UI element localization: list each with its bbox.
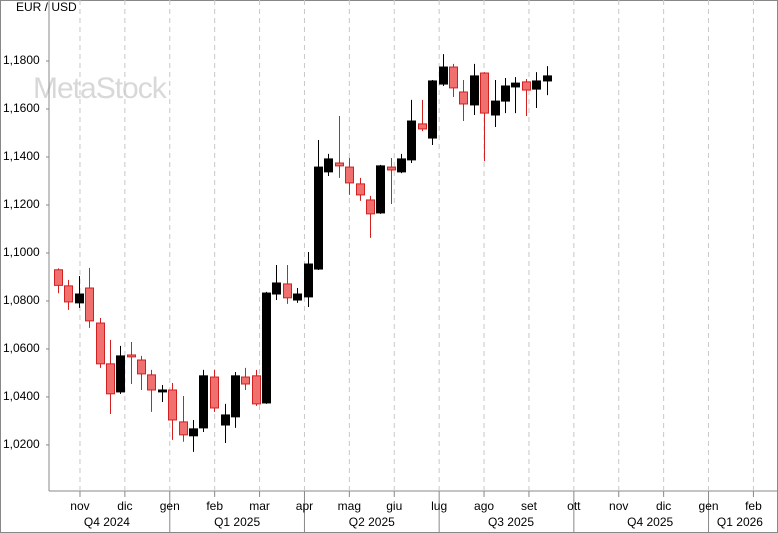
- y-tick-label: 1,1400: [3, 149, 40, 163]
- candle-body: [210, 376, 219, 409]
- quarter-label: Q1 2026: [717, 515, 763, 529]
- x-tick-label: feb: [206, 499, 223, 513]
- y-tick-label: 1,1200: [3, 197, 40, 211]
- x-tick-label: nov: [609, 499, 628, 513]
- candle-body: [335, 162, 344, 167]
- candle-body: [158, 389, 167, 393]
- candle-body: [168, 389, 177, 421]
- candle-body: [491, 100, 500, 116]
- quarter-label: Q2 2025: [349, 515, 395, 529]
- chart-title: EUR / USD: [16, 0, 77, 14]
- candle-body: [366, 199, 375, 215]
- candle-body: [324, 158, 333, 173]
- candle-body: [480, 72, 489, 114]
- candle-body: [356, 183, 365, 196]
- candle-body: [293, 293, 302, 301]
- candle-body: [418, 123, 427, 130]
- x-tick-label: mag: [338, 499, 361, 513]
- x-tick-label: ago: [474, 499, 494, 513]
- candle-body: [428, 80, 437, 139]
- x-tick-label: nov: [70, 499, 89, 513]
- candle-body: [221, 414, 230, 426]
- candle-body: [96, 322, 105, 365]
- x-tick-label: ott: [567, 499, 581, 513]
- candle-body: [106, 363, 115, 395]
- x-tick-label: dic: [656, 499, 671, 513]
- x-tick-label: set: [521, 499, 538, 513]
- candle-body: [127, 354, 136, 358]
- candle-body: [189, 428, 198, 437]
- candle-body: [387, 166, 396, 171]
- candle-body: [262, 292, 271, 404]
- quarter-label: Q4 2024: [84, 515, 130, 529]
- candle-body: [470, 75, 479, 106]
- y-tick-label: 1,1000: [3, 245, 40, 259]
- y-tick-label: 1,0600: [3, 341, 40, 355]
- candle-body: [272, 282, 281, 295]
- candle-body: [376, 165, 385, 214]
- candle-body: [345, 166, 354, 184]
- candle-body: [231, 375, 240, 418]
- candle-body: [397, 158, 406, 173]
- x-tick-label: mar: [249, 499, 270, 513]
- x-tick-label: gen: [160, 499, 180, 513]
- candle-body: [407, 120, 416, 161]
- x-tick-label: lug: [431, 499, 447, 513]
- y-tick-label: 1,0800: [3, 293, 40, 307]
- candle-body: [252, 375, 261, 405]
- candle-body: [116, 355, 125, 393]
- y-tick-label: 1,1600: [3, 101, 40, 115]
- y-tick-label: 1,1800: [3, 53, 40, 67]
- candle-body: [75, 293, 84, 304]
- candle-body: [199, 375, 208, 429]
- candle-body: [283, 283, 292, 299]
- candle-body: [532, 80, 541, 90]
- watermark: MetaStock: [33, 72, 168, 105]
- candle-body: [439, 66, 448, 85]
- candle-body: [449, 66, 458, 89]
- x-tick-label: apr: [296, 499, 313, 513]
- candle-body: [459, 91, 468, 105]
- y-tick-label: 1,0200: [3, 437, 40, 451]
- candle-body: [64, 285, 73, 303]
- candle-body: [85, 287, 94, 322]
- candle-body: [314, 166, 323, 270]
- quarter-label: Q4 2025: [627, 515, 673, 529]
- x-tick-label: giu: [386, 499, 402, 513]
- quarter-label: Q3 2025: [488, 515, 534, 529]
- candle-body: [54, 269, 63, 286]
- candle-body: [147, 374, 156, 391]
- candle-body: [501, 85, 510, 102]
- x-tick-label: dic: [117, 499, 132, 513]
- x-tick-label: feb: [745, 499, 762, 513]
- candle-body: [179, 421, 188, 436]
- candle-body: [543, 75, 552, 82]
- quarter-label: Q1 2025: [214, 515, 260, 529]
- y-tick-label: 1,0400: [3, 389, 40, 403]
- candle-body: [304, 263, 313, 298]
- candle-body: [137, 359, 146, 375]
- candle-body: [241, 376, 250, 385]
- candle-body: [522, 81, 531, 91]
- candle-body: [511, 82, 520, 88]
- x-tick-label: gen: [699, 499, 719, 513]
